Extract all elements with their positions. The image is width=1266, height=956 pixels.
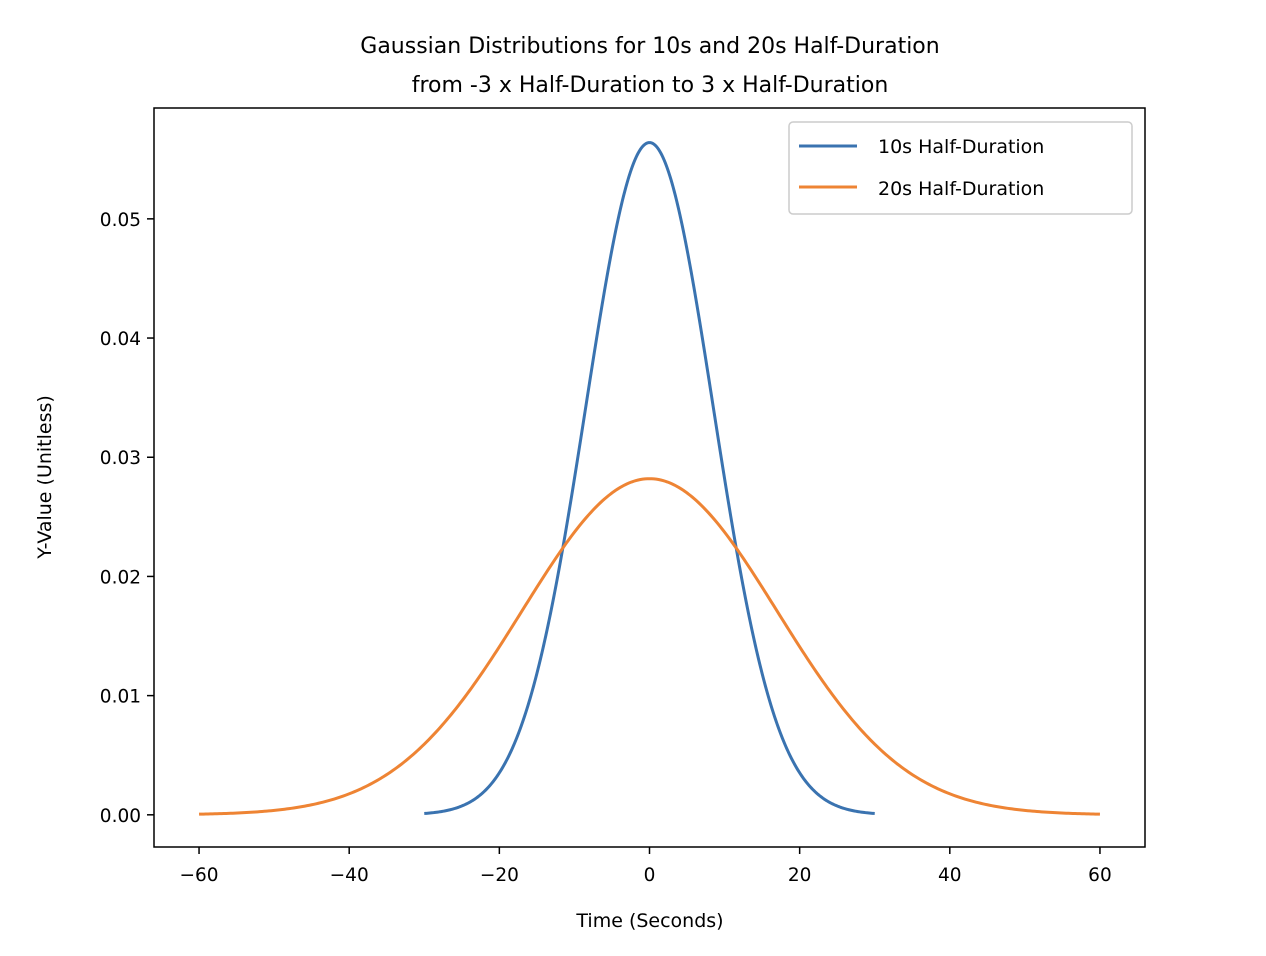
x-tick-label: 0 <box>644 865 656 886</box>
y-tick-label: 0.05 <box>100 210 141 231</box>
legend-frame <box>788 121 1133 215</box>
legend-label-10s: 10s Half-Duration <box>878 136 1044 158</box>
x-axis-label: Time (Seconds) <box>575 910 723 932</box>
plot-area <box>199 141 1100 816</box>
series-line-10s <box>423 141 876 815</box>
y-axis-ticks: 0.00 0.01 0.02 0.03 0.04 0.05 <box>100 210 154 827</box>
x-axis-ticks: −60 −40 −20 0 20 40 60 <box>180 847 1112 886</box>
y-tick-label: 0.02 <box>100 567 141 588</box>
series-line-20s <box>199 477 1100 816</box>
chart-title-line-1: Gaussian Distributions for 10s and 20s H… <box>360 34 939 59</box>
y-tick-label: 0.03 <box>100 448 141 469</box>
y-tick-label: 0.04 <box>100 329 141 350</box>
axes-frame <box>153 107 1146 848</box>
y-tick-label: 0.00 <box>100 806 141 827</box>
legend: 10s Half-Duration 20s Half-Duration <box>788 121 1133 215</box>
legend-label-20s: 20s Half-Duration <box>878 178 1044 200</box>
x-tick-label: −40 <box>330 865 369 886</box>
x-tick-label: 40 <box>938 865 962 886</box>
chart-title-line-2: from -3 x Half-Duration to 3 x Half-Dura… <box>412 73 889 98</box>
x-tick-label: 20 <box>788 865 812 886</box>
y-tick-label: 0.01 <box>100 687 141 708</box>
x-tick-label: −60 <box>180 865 219 886</box>
x-tick-label: 60 <box>1088 865 1112 886</box>
x-tick-label: −20 <box>480 865 519 886</box>
y-axis-label: Y-Value (Unitless) <box>34 395 56 560</box>
